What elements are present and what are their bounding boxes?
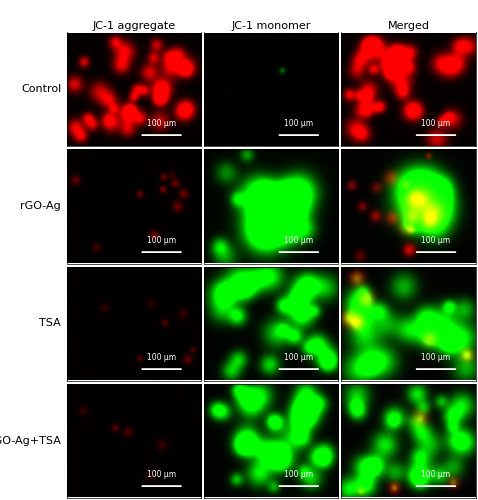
Text: Merged: Merged [388, 21, 429, 31]
Text: 100 µm: 100 µm [147, 470, 176, 478]
Text: JC-1 aggregate: JC-1 aggregate [93, 21, 175, 31]
Text: 100 µm: 100 µm [422, 118, 451, 128]
Text: rGO-Ag+TSA: rGO-Ag+TSA [0, 436, 61, 446]
Text: 100 µm: 100 µm [284, 352, 314, 362]
Text: 100 µm: 100 µm [284, 470, 314, 478]
Text: 100 µm: 100 µm [422, 352, 451, 362]
Text: JC-1 monomer: JC-1 monomer [231, 21, 311, 31]
Text: Control: Control [21, 84, 61, 94]
Text: rGO-Ag: rGO-Ag [21, 202, 61, 211]
Text: 100 µm: 100 µm [147, 236, 176, 244]
Text: 100 µm: 100 µm [284, 118, 314, 128]
Text: 100 µm: 100 µm [422, 470, 451, 478]
Text: 100 µm: 100 µm [422, 236, 451, 244]
Text: 100 µm: 100 µm [147, 352, 176, 362]
Text: 100 µm: 100 µm [147, 118, 176, 128]
Text: TSA: TSA [39, 318, 61, 328]
Text: 100 µm: 100 µm [284, 236, 314, 244]
